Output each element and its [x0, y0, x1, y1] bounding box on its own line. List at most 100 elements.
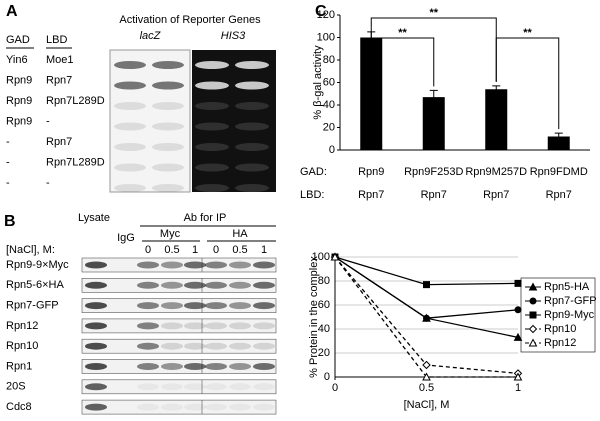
- y-tick-label: 80: [318, 275, 330, 287]
- legend-marker: [528, 324, 538, 334]
- blot-row-label: Rpn12: [6, 320, 38, 332]
- legend-marker: [529, 297, 537, 305]
- conc-label: 1: [261, 244, 267, 256]
- band: [253, 302, 275, 310]
- band: [85, 342, 107, 350]
- marker: [330, 252, 340, 261]
- header: Myc: [160, 228, 181, 240]
- gad-cell: -: [6, 177, 10, 189]
- lbd-label: Rpn7: [546, 189, 572, 201]
- legend-marker: [529, 311, 537, 319]
- band: [161, 302, 183, 310]
- band: [205, 403, 227, 411]
- band: [137, 261, 159, 269]
- legend-label: Rpn10: [544, 323, 576, 335]
- blot-strip: [81, 379, 277, 395]
- band: [184, 403, 206, 411]
- gad-cell: Yin6: [6, 54, 28, 66]
- marker: [423, 281, 430, 289]
- band: [205, 383, 227, 391]
- band: [137, 281, 159, 289]
- bar: [422, 97, 445, 150]
- band: [137, 322, 159, 330]
- panel-label: A: [6, 3, 18, 20]
- band: [229, 363, 251, 370]
- colony: [235, 122, 269, 131]
- category-label: Rpn9: [358, 166, 384, 178]
- band: [161, 261, 183, 269]
- blot-row-label: 20S: [6, 381, 26, 393]
- legend-label: Rpn5-HA: [544, 281, 590, 293]
- panel-label: C: [315, 3, 327, 20]
- band: [205, 322, 227, 330]
- band: [253, 363, 275, 370]
- band: [85, 383, 107, 391]
- band: [253, 383, 275, 391]
- colony: [152, 102, 184, 110]
- gad-cell: Rpn9: [6, 95, 32, 107]
- band: [229, 322, 251, 330]
- blot-row-label: Rpn1: [6, 360, 32, 372]
- y-tick-label: 80: [323, 54, 335, 66]
- marker: [423, 314, 430, 322]
- marker: [513, 332, 523, 341]
- column-header: LBD: [46, 34, 67, 46]
- colony: [152, 61, 184, 69]
- band: [161, 322, 183, 330]
- band: [253, 342, 275, 350]
- blot-row-label: Rpn7-GFP: [6, 300, 59, 312]
- y-axis-label: % β-gal activity: [312, 45, 324, 120]
- band: [137, 363, 159, 370]
- lbd-label: Rpn7: [421, 189, 447, 201]
- blot-strip: [81, 277, 277, 293]
- y-tick-label: 20: [323, 121, 335, 133]
- band: [253, 261, 275, 269]
- conc-label: 0.5: [164, 244, 179, 256]
- blot-his3: [192, 50, 276, 192]
- y-tick-label: 20: [318, 347, 330, 359]
- colony: [195, 102, 229, 110]
- header: Lysate: [78, 212, 110, 224]
- marker: [513, 372, 523, 381]
- colony: [195, 61, 229, 69]
- y-tick-label: 60: [318, 299, 330, 311]
- colony: [114, 163, 146, 172]
- colony: [195, 81, 229, 90]
- lbd-cell: Rpn7L289D: [46, 156, 105, 168]
- lbd-cell: Rpn7: [46, 136, 72, 148]
- x-tick-label: 1: [515, 382, 521, 394]
- colony: [114, 81, 146, 90]
- significance-bracket: [495, 37, 560, 130]
- conc-label: 1: [192, 244, 198, 256]
- band: [184, 383, 206, 391]
- band: [184, 261, 206, 269]
- x-tick-label: 0: [332, 382, 338, 394]
- error-bar: [429, 89, 438, 104]
- blot-strip: [81, 338, 277, 354]
- conc-label: 0: [145, 244, 151, 256]
- blot-row-label: Rpn5-6×HA: [6, 279, 64, 291]
- colony: [235, 184, 269, 192]
- lbd-cell: Moe1: [46, 54, 74, 66]
- colony: [114, 122, 146, 131]
- legend-label: Rpn7-GFP: [544, 295, 597, 307]
- colony: [152, 122, 184, 131]
- blot-row-label: Cdc8: [6, 401, 32, 413]
- y-tick-label: 100: [317, 31, 335, 43]
- bar: [547, 136, 570, 150]
- y-tick-label: 100: [312, 251, 330, 263]
- significance-label: **: [429, 7, 438, 19]
- band: [85, 322, 107, 330]
- blot-row-label: Rpn10: [6, 340, 38, 352]
- category-label: Rpn9M257D: [465, 166, 527, 178]
- y-tick-label: 120: [317, 9, 335, 21]
- band: [161, 383, 183, 391]
- blot-strip: [81, 257, 277, 273]
- y-tick-label: 40: [323, 99, 335, 111]
- category-label: Rpn9FDMD: [530, 166, 588, 178]
- band: [205, 261, 227, 269]
- gad-cell: Rpn9: [6, 74, 32, 86]
- lbd-cell: -: [46, 115, 50, 127]
- colony: [152, 163, 184, 172]
- band: [85, 302, 107, 310]
